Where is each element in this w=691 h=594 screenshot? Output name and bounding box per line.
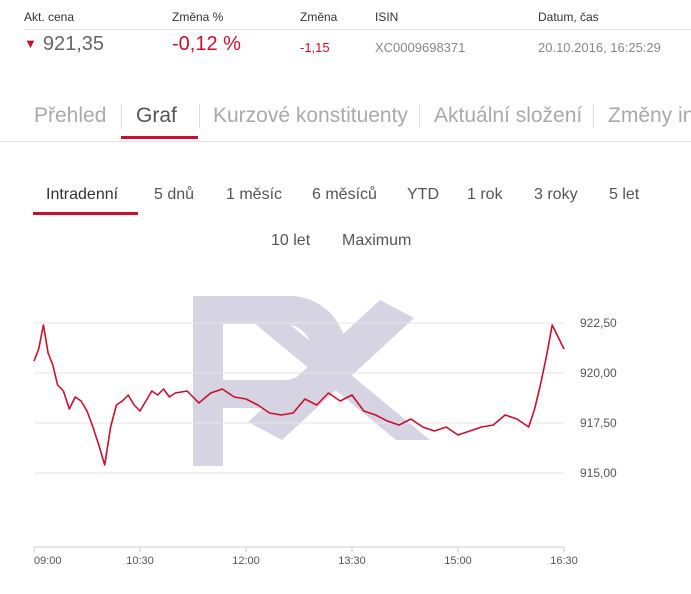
percent-change-label: Změna % [172,10,224,24]
price-value: ▼ 921,35 [24,33,104,56]
watermark-x-stroke-2 [248,300,414,440]
period-6-mesicu[interactable]: 6 měsíců [312,186,377,203]
price-number: 921,35 [42,33,105,55]
period-1-rok[interactable]: 1 rok [467,186,503,203]
tab-separator [199,104,200,128]
active-tab-underline [121,136,198,139]
y-tick-label: 917,50 [580,416,617,430]
y-tick-label: 920,00 [580,366,617,380]
x-tick-label: 13:30 [338,555,366,567]
x-tick-label: 16:30 [550,555,578,567]
x-tick-label: 10:30 [126,555,154,567]
datetime-value: 20.10.2016, 16:25:29 [538,40,661,55]
tab-separator [419,104,420,128]
x-tick-label: 09:00 [34,555,62,567]
quote-header: Akt. cena Změna % Změna ISIN Datum, čas … [0,0,691,60]
change-label: Změna [300,10,338,24]
period-5-dnu[interactable]: 5 dnů [154,186,195,203]
period-intradenni[interactable]: Intradenní [46,186,119,203]
tab-zmeny[interactable]: Změny in [608,104,691,127]
y-axis-ticks: 922,50 920,00 917,50 915,00 [580,316,617,480]
price-series-line [33,324,565,466]
y-tick-label: 922,50 [580,316,617,330]
period-10-let[interactable]: 10 let [271,232,311,249]
isin-value: XC0009698371 [375,40,466,55]
main-tabs: Přehled Graf Kurzové konstituenty Aktuál… [0,100,691,142]
tab-aktualni-slozeni[interactable]: Aktuální složení [434,104,583,127]
tab-separator [121,104,122,128]
period-1-mesic[interactable]: 1 měsíc [226,186,283,203]
period-3-roky[interactable]: 3 roky [534,186,578,203]
px-watermark-logo [193,296,430,466]
x-tick-label: 12:00 [232,555,260,567]
header-divider [24,29,691,30]
y-tick-label: 915,00 [580,466,617,480]
down-triangle-icon: ▼ [24,36,37,51]
isin-label: ISIN [375,10,399,24]
period-5-let[interactable]: 5 let [609,186,640,203]
tab-prehled[interactable]: Přehled [34,104,107,127]
x-tick-label: 15:00 [444,555,472,567]
percent-change-value: -0,12 % [172,33,241,55]
change-value: -1,15 [300,40,330,55]
tab-separator [593,104,594,128]
period-maximum[interactable]: Maximum [342,232,412,249]
period-ytd[interactable]: YTD [407,186,439,203]
tab-graf[interactable]: Graf [136,104,177,127]
datetime-label: Datum, čas [538,10,599,24]
chart-gridlines [34,322,564,474]
x-axis-ticks: 09:00 10:30 12:00 13:30 15:00 16:30 [33,547,578,567]
tab-kurzove-konstituenty[interactable]: Kurzové konstituenty [213,104,408,127]
active-period-underline [33,212,138,215]
price-label: Akt. cena [24,10,75,24]
